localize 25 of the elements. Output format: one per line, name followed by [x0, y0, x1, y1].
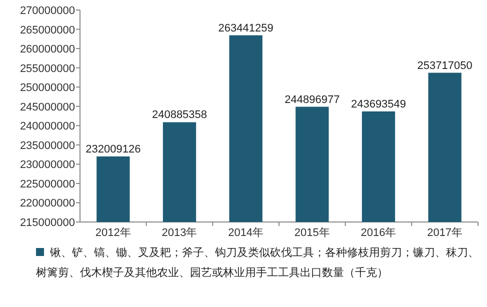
x-tick-label: 2016年 [360, 227, 396, 239]
y-tick-label: 225000000 [20, 178, 75, 190]
x-tick-label: 2013年 [162, 227, 198, 239]
data-label: 243693549 [350, 98, 406, 110]
data-label: 232009126 [86, 143, 141, 156]
y-tick-label: 215000000 [20, 217, 75, 229]
y-tick-label: 240000000 [20, 120, 75, 133]
y-tick-label: 220000000 [20, 198, 75, 210]
data-label: 253717050 [417, 60, 472, 72]
legend-label: 锹、铲、镐、锄、叉及耙；斧子、钩刀及类似砍伐工具；各种修枝用剪刀；镰刀、秣刀、树篱剪、伐木楔子及其他农业、园艺或林业用手工工具出口数量（千克） [36, 247, 479, 279]
data-label: 240885358 [152, 109, 208, 122]
y-tick-label: 260000000 [20, 44, 75, 56]
y-tick-label: 235000000 [20, 140, 75, 152]
data-label: 244896977 [284, 94, 340, 106]
y-tick-label: 255000000 [20, 62, 75, 75]
y-tick-label: 250000000 [20, 82, 75, 94]
y-tick-label: 245000000 [20, 101, 75, 114]
y-tick-label: 270000000 [20, 5, 75, 17]
data-label: 263441259 [218, 22, 274, 34]
x-tick-label: 2012年 [95, 227, 131, 239]
x-tick-label: 2017年 [427, 227, 463, 239]
x-tick-label: 2014年 [228, 227, 264, 239]
y-tick-label: 265000000 [20, 24, 75, 36]
x-tick-label: 2015年 [294, 227, 330, 239]
y-tick-label: 230000000 [20, 159, 75, 172]
